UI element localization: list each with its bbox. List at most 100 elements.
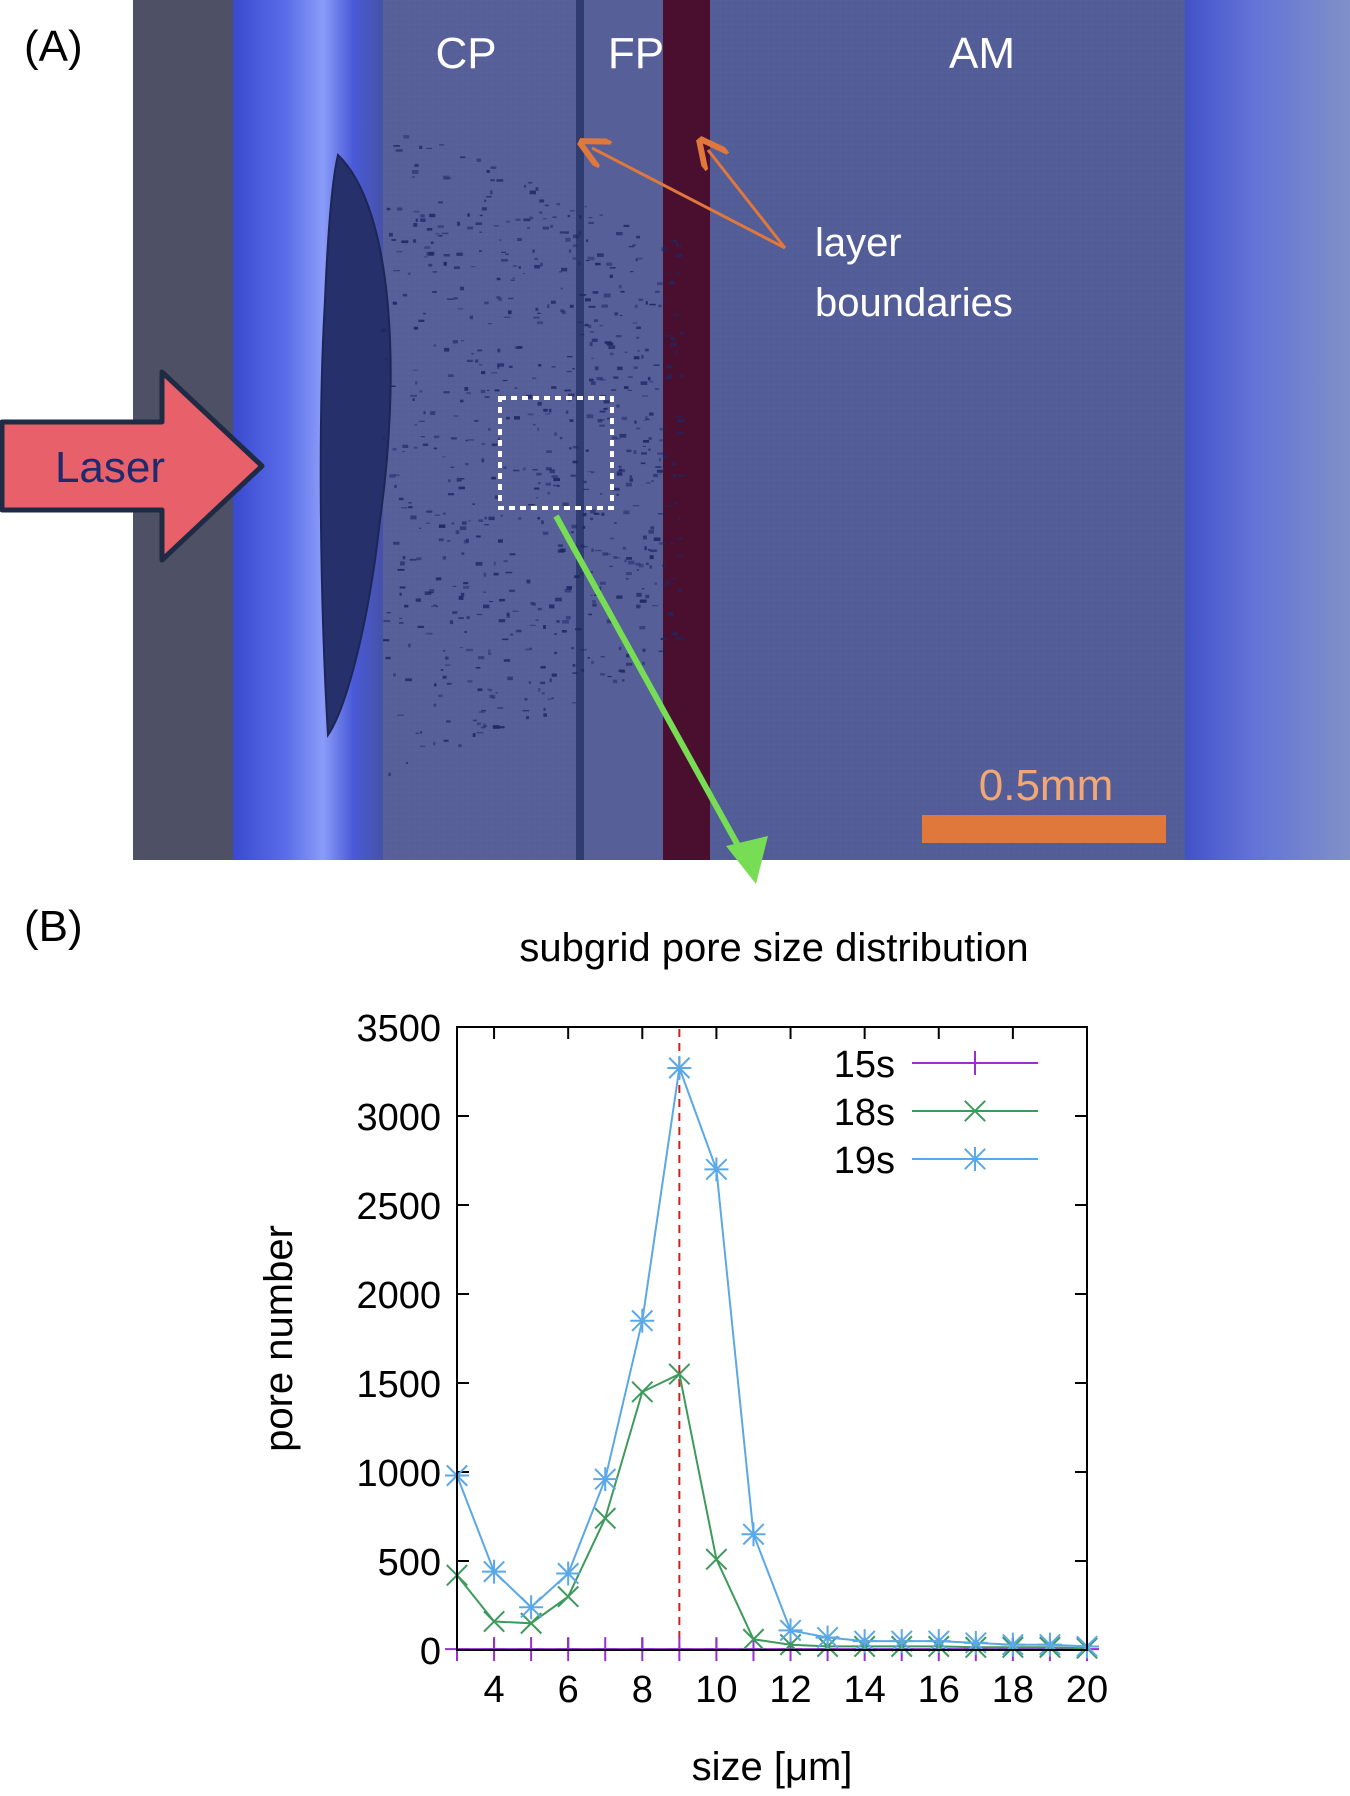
pore xyxy=(599,586,603,588)
pore xyxy=(635,562,641,566)
pore xyxy=(488,428,491,431)
pore xyxy=(459,526,467,531)
pore xyxy=(490,179,495,182)
pore xyxy=(599,424,605,427)
pore xyxy=(667,374,673,378)
pore xyxy=(630,271,634,273)
pore xyxy=(510,633,514,636)
pore xyxy=(538,482,541,485)
pore xyxy=(518,266,521,269)
pore xyxy=(512,610,519,612)
pore xyxy=(659,542,666,545)
pore xyxy=(399,622,404,624)
pore xyxy=(463,539,468,544)
pore xyxy=(480,726,486,729)
pore xyxy=(507,676,513,681)
pore xyxy=(542,531,549,535)
pore xyxy=(414,424,418,426)
pore xyxy=(588,217,593,219)
pore xyxy=(662,455,668,459)
pore xyxy=(599,493,603,495)
pore xyxy=(548,408,552,413)
pore xyxy=(514,387,518,389)
pore xyxy=(570,474,576,477)
pore xyxy=(649,412,654,416)
pore xyxy=(589,378,594,382)
pore xyxy=(634,304,638,308)
pore xyxy=(626,557,632,560)
pore xyxy=(592,291,599,294)
pore xyxy=(448,479,451,483)
panel-label-a: (A) xyxy=(24,22,83,71)
pore xyxy=(456,477,462,482)
pore xyxy=(459,647,463,649)
data-point-19s xyxy=(741,1522,766,1547)
pore xyxy=(569,447,572,450)
y-tick-label: 2500 xyxy=(356,1186,441,1228)
pore xyxy=(613,556,618,559)
pore xyxy=(551,475,558,478)
pore xyxy=(572,445,579,449)
pore xyxy=(602,552,609,556)
pore xyxy=(533,316,540,319)
pore xyxy=(386,612,391,614)
pore xyxy=(648,530,654,534)
pore xyxy=(591,357,594,360)
pore xyxy=(571,524,577,529)
pore xyxy=(515,218,521,221)
pore xyxy=(393,145,400,147)
pore xyxy=(491,476,496,480)
pore xyxy=(443,254,450,257)
data-point-19s xyxy=(963,1630,988,1655)
pore xyxy=(600,379,606,381)
pore xyxy=(475,359,479,363)
pore xyxy=(458,617,464,619)
pore xyxy=(478,519,484,522)
pore xyxy=(497,437,500,440)
pore xyxy=(458,486,465,490)
pore xyxy=(449,620,454,625)
pore xyxy=(544,204,549,207)
pore xyxy=(649,549,657,552)
pore xyxy=(535,187,539,191)
pore xyxy=(565,616,571,620)
pore xyxy=(676,554,684,558)
pore xyxy=(597,419,602,423)
pore xyxy=(626,653,630,658)
pore xyxy=(564,389,571,392)
pore xyxy=(418,420,425,422)
pore xyxy=(679,245,682,248)
pore xyxy=(453,415,458,417)
pore xyxy=(413,369,418,371)
pore xyxy=(486,195,492,198)
pore xyxy=(469,315,473,320)
pore xyxy=(410,394,417,397)
pore xyxy=(657,282,663,286)
pore xyxy=(616,493,620,496)
pore xyxy=(612,436,618,440)
pore xyxy=(524,698,528,701)
data-point-19s xyxy=(667,1055,692,1080)
pore xyxy=(405,762,408,764)
pore xyxy=(479,250,482,253)
pore xyxy=(397,207,403,211)
pore xyxy=(470,266,476,268)
pore xyxy=(653,537,661,541)
pore xyxy=(458,596,464,600)
pore xyxy=(636,336,640,339)
pore xyxy=(476,731,484,734)
pore xyxy=(540,666,546,669)
pore xyxy=(647,376,651,381)
pore xyxy=(539,211,543,214)
pore xyxy=(448,493,454,496)
pore xyxy=(384,328,387,332)
pore xyxy=(491,695,496,699)
pore xyxy=(429,589,435,593)
pore xyxy=(557,484,560,487)
pore xyxy=(648,448,651,451)
pore xyxy=(423,411,426,415)
zoom-arrow-head xyxy=(726,836,768,884)
pore xyxy=(403,135,410,139)
pore xyxy=(408,643,411,648)
